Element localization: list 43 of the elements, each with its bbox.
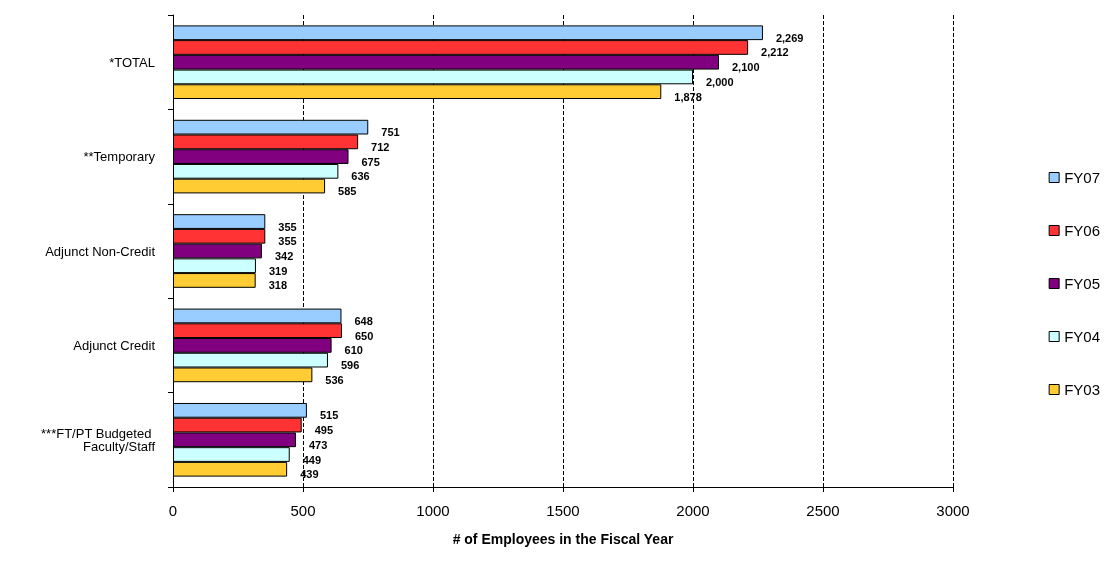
data-label: 596 — [340, 359, 360, 372]
x-tick-label: 1000 — [416, 502, 450, 519]
legend-label: FY05 — [1064, 275, 1101, 292]
data-label: 2,000 — [706, 75, 734, 88]
legend-label: FY06 — [1064, 222, 1101, 239]
y-tick-label: ***FT/PT Budgeted Faculty/Staff — [41, 425, 156, 454]
x-tick-label: 500 — [290, 502, 316, 519]
data-label: 473 — [308, 438, 328, 451]
x-tick-label: 0 — [168, 502, 178, 519]
data-label: 355 — [278, 220, 297, 233]
data-label: 319 — [268, 264, 288, 277]
x-axis-title: # of Employees in the Fiscal Year — [452, 531, 674, 547]
y-tick-label: Adjunct Credit — [73, 337, 156, 353]
data-label: 712 — [371, 140, 390, 153]
data-label: 751 — [381, 126, 400, 139]
legend-label: FY07 — [1064, 169, 1101, 186]
y-tick-label: **Temporary — [83, 149, 156, 165]
x-tick-label: 2000 — [676, 502, 710, 519]
data-label: 536 — [325, 373, 344, 386]
data-label: 2,269 — [775, 31, 804, 44]
x-tick-label: 1500 — [546, 502, 580, 519]
data-label: 675 — [361, 155, 380, 168]
data-label: 342 — [274, 250, 294, 262]
data-label: 648 — [354, 314, 373, 327]
data-label: 2,212 — [761, 46, 789, 59]
x-tick-label: 3000 — [936, 502, 970, 519]
y-tick-label: Adjunct Non-Credit — [45, 243, 156, 259]
data-label: 610 — [344, 344, 363, 357]
data-label: 515 — [319, 409, 339, 422]
legend-label: FY04 — [1064, 328, 1101, 345]
data-label: 636 — [351, 170, 370, 183]
data-label: 318 — [268, 279, 288, 292]
data-label: 495 — [314, 424, 334, 437]
data-label: 439 — [300, 468, 319, 481]
legend-label: FY03 — [1064, 381, 1101, 398]
data-label: 2,100 — [732, 61, 760, 74]
data-label: 449 — [302, 453, 322, 466]
data-label: 650 — [355, 329, 374, 342]
y-tick-label: *TOTAL — [109, 54, 155, 70]
data-label: 585 — [338, 185, 357, 198]
data-label: 355 — [278, 235, 297, 248]
data-label: 1,878 — [674, 90, 702, 103]
x-tick-label: 2500 — [806, 502, 840, 519]
